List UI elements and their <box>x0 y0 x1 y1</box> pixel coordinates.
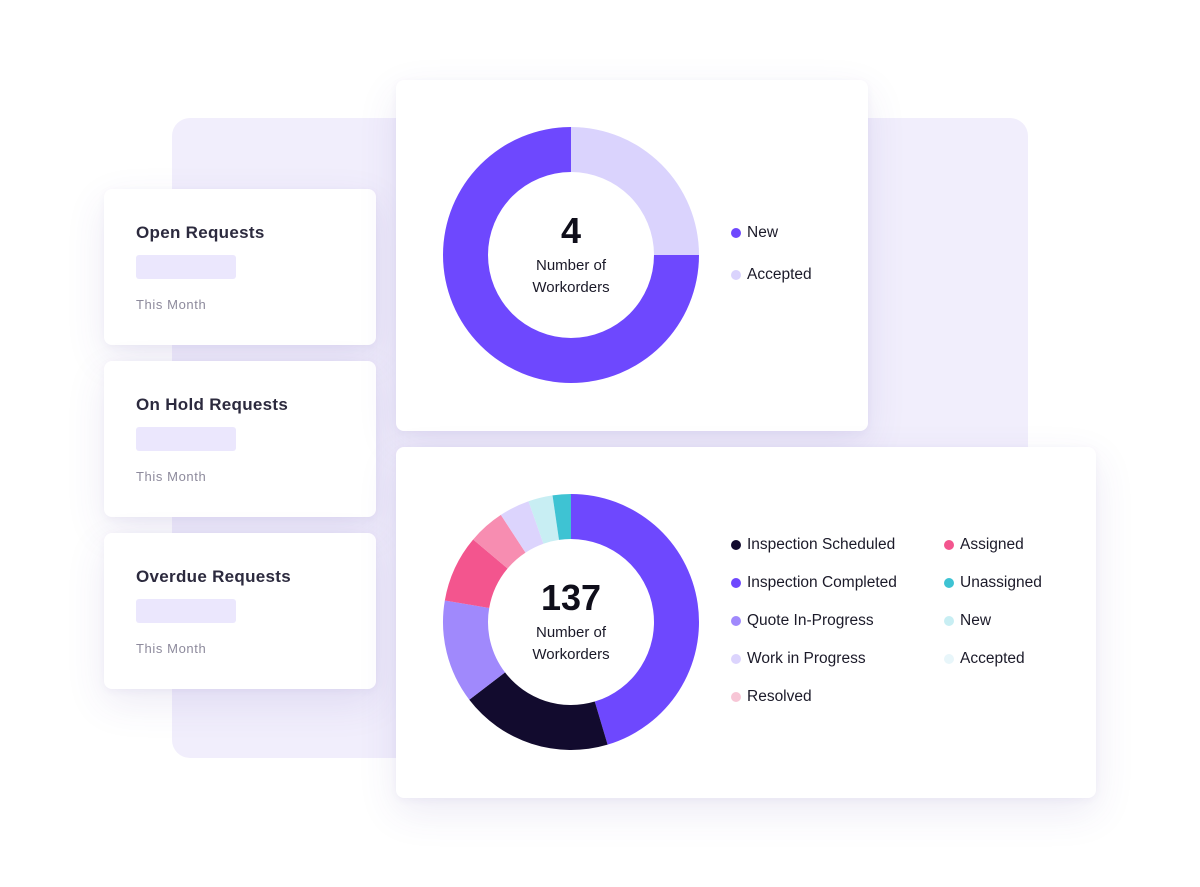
stat-card-period: This Month <box>136 297 207 312</box>
donut-caption: Number of Workorders <box>532 622 609 666</box>
overdue-requests-card[interactable]: Overdue Requests This Month <box>104 533 376 689</box>
legend-item-inspection-completed[interactable]: Inspection Completed <box>731 574 897 592</box>
legend-dot <box>944 578 954 588</box>
legend-item-accepted[interactable]: Accepted <box>731 266 812 284</box>
donut-total-value: 137 <box>540 577 602 618</box>
legend-item-resolved[interactable]: Resolved <box>731 688 812 706</box>
legend-item-inspection-scheduled[interactable]: Inspection Scheduled <box>731 536 895 554</box>
legend-label: Accepted <box>747 266 812 283</box>
donut-segment-inspection-completed[interactable] <box>571 494 699 745</box>
legend-dot <box>731 578 741 588</box>
legend-dot <box>944 654 954 664</box>
donut-caption-line2: Workorders <box>532 646 610 663</box>
donut-segment-quote-in-progress[interactable] <box>443 600 506 700</box>
stat-value-placeholder <box>136 427 236 451</box>
stat-value-placeholder <box>136 255 236 279</box>
donut-center-label: 137 Number of Workorders <box>436 487 706 757</box>
donut-caption: Number of Workorders <box>532 255 609 299</box>
workorders-breakdown-donut-chart <box>443 494 699 750</box>
workorders-donut-chart <box>443 127 699 383</box>
legend-item-unassigned[interactable]: Unassigned <box>944 574 1042 592</box>
legend-dot <box>731 228 741 238</box>
donut-segment-assigned[interactable] <box>444 539 508 609</box>
stat-card-title: On Hold Requests <box>136 395 289 414</box>
legend-dot <box>731 654 741 664</box>
donut-segment-unassigned[interactable] <box>552 494 571 540</box>
donut-segment-work-in-progress[interactable] <box>500 501 544 553</box>
legend-item-new[interactable]: New <box>731 224 778 242</box>
workorders-status-card: 4 Number of Workorders New Accepted <box>396 80 868 431</box>
open-requests-card[interactable]: Open Requests This Month <box>104 189 376 345</box>
legend-item-work-in-progress[interactable]: Work in Progress <box>731 650 866 668</box>
donut-total-value: 4 <box>560 210 582 251</box>
stat-card-period: This Month <box>136 641 207 656</box>
donut-segment-new[interactable] <box>443 127 699 383</box>
donut-caption-line1: Number of <box>535 257 607 274</box>
legend-label: Resolved <box>747 688 812 705</box>
stat-card-title: Overdue Requests <box>136 567 292 586</box>
legend-label: Work in Progress <box>747 650 866 667</box>
donut-caption-line1: Number of <box>535 624 607 641</box>
donut-segment-inspection-scheduled[interactable] <box>469 672 608 750</box>
donut-segment-new[interactable] <box>528 495 560 544</box>
legend-item-quote-in-progress[interactable]: Quote In-Progress <box>731 612 874 630</box>
legend-dot <box>731 270 741 280</box>
stat-card-title: Open Requests <box>136 223 265 242</box>
donut-caption-line2: Workorders <box>532 279 610 296</box>
stat-card-period: This Month <box>136 469 207 484</box>
legend-item-accepted[interactable]: Accepted <box>944 650 1025 668</box>
donut-segment-accepted[interactable] <box>571 127 699 255</box>
on-hold-requests-card[interactable]: On Hold Requests This Month <box>104 361 376 517</box>
legend-label: New <box>960 612 992 629</box>
legend-dot <box>731 616 741 626</box>
legend-dot <box>731 692 741 702</box>
legend-label: Assigned <box>960 536 1024 553</box>
legend-label: Inspection Scheduled <box>747 536 896 553</box>
legend-label: Unassigned <box>960 574 1042 591</box>
stat-value-placeholder <box>136 599 236 623</box>
donut-center-label: 4 Number of Workorders <box>436 120 706 390</box>
legend-label: New <box>747 224 779 241</box>
donut-segment-unlabeled[interactable] <box>473 514 526 569</box>
workorders-breakdown-card: 137 Number of Workorders Inspection Sche… <box>396 447 1096 798</box>
legend-dot <box>731 540 741 550</box>
legend-label: Quote In-Progress <box>747 612 874 629</box>
legend-dot <box>944 616 954 626</box>
legend-label: Accepted <box>960 650 1025 667</box>
legend-label: Inspection Completed <box>747 574 897 591</box>
legend-item-new[interactable]: New <box>944 612 991 630</box>
legend-item-assigned[interactable]: Assigned <box>944 536 1024 554</box>
legend-dot <box>944 540 954 550</box>
